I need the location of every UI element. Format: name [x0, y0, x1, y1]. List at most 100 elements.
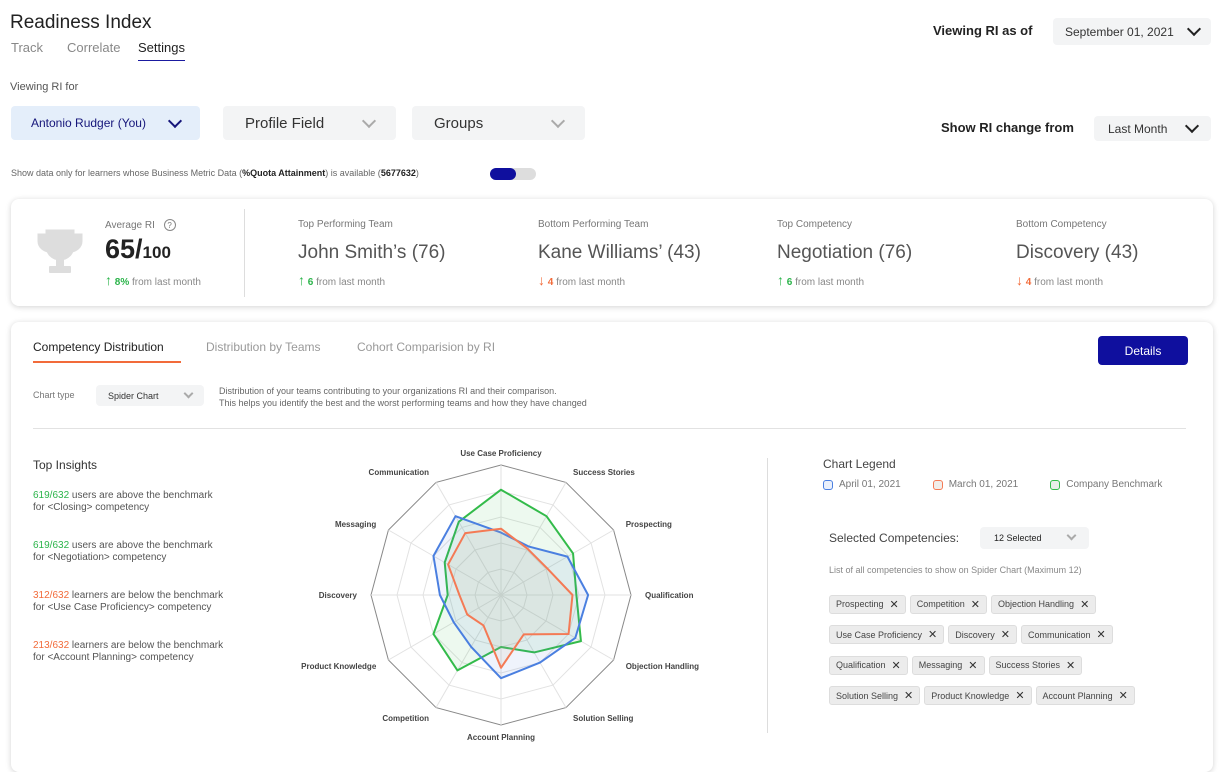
axis-label: Account Planning	[467, 733, 535, 742]
grid-spoke	[500, 529, 614, 596]
date-value: September 01, 2021	[1065, 24, 1174, 39]
filter-text: Show data only for learners whose Busine…	[11, 168, 419, 178]
axis-label: Prospecting	[626, 520, 672, 529]
competency-panel: Competency Distribution Distribution by …	[11, 322, 1213, 772]
chevron-down-icon	[550, 113, 566, 128]
remove-icon[interactable]: ✕	[928, 629, 938, 641]
arrow-up-icon: ↑	[777, 272, 784, 288]
grid-spoke	[435, 594, 502, 708]
remove-icon[interactable]: ✕	[1080, 598, 1090, 611]
chevron-down-icon	[183, 388, 194, 398]
chart-type-value: Spider Chart	[108, 390, 159, 401]
competency-chip: Communication ✕	[1021, 625, 1113, 644]
page-title: Readiness Index	[10, 12, 152, 33]
grid-spoke	[435, 482, 502, 596]
tab-competency-distribution[interactable]: Competency Distribution	[33, 340, 181, 363]
tab-cohort-comparison[interactable]: Cohort Comparision by RI	[357, 340, 496, 354]
help-icon[interactable]: ?	[163, 219, 176, 231]
legend-item-benchmark[interactable]: Company Benchmark	[1050, 479, 1162, 490]
trophy-icon	[37, 229, 83, 273]
average-ri-change: ↑ 8% from last month	[105, 272, 201, 288]
viewing-for-label: Viewing RI for	[10, 81, 79, 93]
user-select[interactable]: Antonio Rudger (You)	[11, 106, 200, 140]
grid-spoke	[500, 482, 567, 596]
remove-icon[interactable]: ✕	[1066, 659, 1076, 672]
remove-icon[interactable]: ✕	[968, 659, 978, 672]
insight-item: 619/632 users are above the benchmark for…	[33, 490, 213, 513]
stat-change: ↑ 6 from last month	[298, 272, 386, 288]
competency-chip: Prospecting ✕	[829, 594, 906, 614]
benchmark-swatch-icon	[1050, 479, 1061, 490]
insight-item: 619/632 users are above the benchmark for…	[33, 540, 213, 563]
competency-chip: Use Case Proficiency ✕	[829, 625, 945, 644]
metric-toggle[interactable]	[490, 168, 536, 180]
profile-field-select[interactable]: Profile Field	[223, 106, 396, 140]
stat-value: John Smith’s (76)	[298, 242, 446, 263]
axis-label: Use Case Proficiency	[460, 449, 542, 458]
stat-value: Kane Williams’ (43)	[538, 242, 701, 263]
stat-change: ↓ 4 from last month	[538, 272, 626, 288]
change-from-select[interactable]: Last Month	[1094, 116, 1211, 141]
competency-chip: Qualification ✕	[829, 655, 908, 675]
axis-label: Objection Handling	[626, 662, 699, 671]
chevron-down-icon	[1066, 530, 1077, 541]
remove-icon[interactable]: ✕	[1096, 629, 1106, 641]
change-from-value: Last Month	[1108, 121, 1168, 136]
competencies-select[interactable]: 12 Selected	[980, 527, 1089, 549]
arrow-up-icon: ↑	[105, 272, 112, 288]
stat-value: Discovery (43)	[1016, 242, 1139, 263]
tab-correlate[interactable]: Correlate	[67, 40, 121, 55]
stat-change: ↑ 6 from last month	[777, 272, 865, 288]
legend-item-april[interactable]: April 01, 2021	[823, 479, 901, 490]
series-company-benchmark	[432, 488, 582, 672]
remove-icon[interactable]: ✕	[1015, 690, 1025, 702]
competency-chip: Messaging ✕	[911, 655, 985, 675]
grid-spoke	[500, 594, 567, 708]
stat-label: Top Competency	[777, 219, 853, 230]
remove-icon[interactable]: ✕	[889, 598, 899, 611]
competency-chip: Product Knowledge ✕	[924, 686, 1032, 705]
remove-icon[interactable]: ✕	[1118, 690, 1128, 702]
remove-icon[interactable]: ✕	[904, 690, 914, 702]
spider-chart: Use Case Proficiency Success Stories Prosp…	[301, 449, 699, 742]
axis-label: Qualification	[645, 591, 694, 600]
legend-title: Chart Legend	[823, 457, 896, 471]
tab-settings[interactable]: Settings	[138, 40, 185, 61]
details-button[interactable]: Details	[1098, 336, 1188, 365]
competency-chip: Success Stories ✕	[988, 655, 1083, 675]
axis-label: Success Stories	[573, 468, 635, 477]
arrow-down-icon: ↓	[1016, 272, 1023, 288]
competency-chip: Solution Selling ✕	[829, 686, 921, 705]
change-from-label: Show RI change from	[941, 120, 1074, 135]
stats-card: Average RI ? 65/100 ↑ 8% from last month…	[11, 199, 1213, 306]
competency-chip: Objection Handling ✕	[991, 594, 1097, 614]
date-select[interactable]: September 01, 2021	[1053, 18, 1211, 45]
tab-distribution-by-teams[interactable]: Distribution by Teams	[206, 340, 321, 354]
axis-label: Solution Selling	[573, 714, 634, 723]
grid-spoke	[388, 594, 502, 661]
user-value: Antonio Rudger (You)	[31, 116, 146, 130]
tab-track[interactable]: Track	[11, 40, 44, 55]
chevron-down-icon	[1184, 118, 1200, 134]
remove-icon[interactable]: ✕	[1000, 629, 1010, 641]
competency-chip: Discovery ✕	[948, 625, 1017, 644]
series-march-01-2021	[447, 527, 574, 669]
chevron-down-icon	[361, 113, 377, 128]
groups-value: Groups	[434, 114, 484, 132]
chevron-down-icon	[1186, 21, 1202, 37]
series-april-01-2021	[432, 515, 590, 680]
remove-icon[interactable]: ✕	[970, 598, 980, 611]
legend-item-march[interactable]: March 01, 2021	[932, 479, 1018, 490]
axis-label: Communication	[369, 468, 430, 477]
average-ri-value: 65/100	[105, 234, 171, 264]
stat-label: Bottom Performing Team	[538, 219, 649, 230]
groups-select[interactable]: Groups	[412, 106, 585, 140]
remove-icon[interactable]: ✕	[891, 659, 901, 672]
competency-chip: Competition ✕	[909, 594, 987, 614]
competency-chip: Account Planning ✕	[1035, 686, 1135, 705]
chart-type-select[interactable]: Spider Chart	[96, 385, 204, 406]
axis-label: Product Knowledge	[301, 662, 377, 671]
arrow-up-icon: ↑	[298, 272, 305, 288]
insight-item: 312/632 learners are below the benchmark…	[33, 590, 224, 613]
chart-description: Distribution of your teams contributing …	[219, 386, 587, 408]
